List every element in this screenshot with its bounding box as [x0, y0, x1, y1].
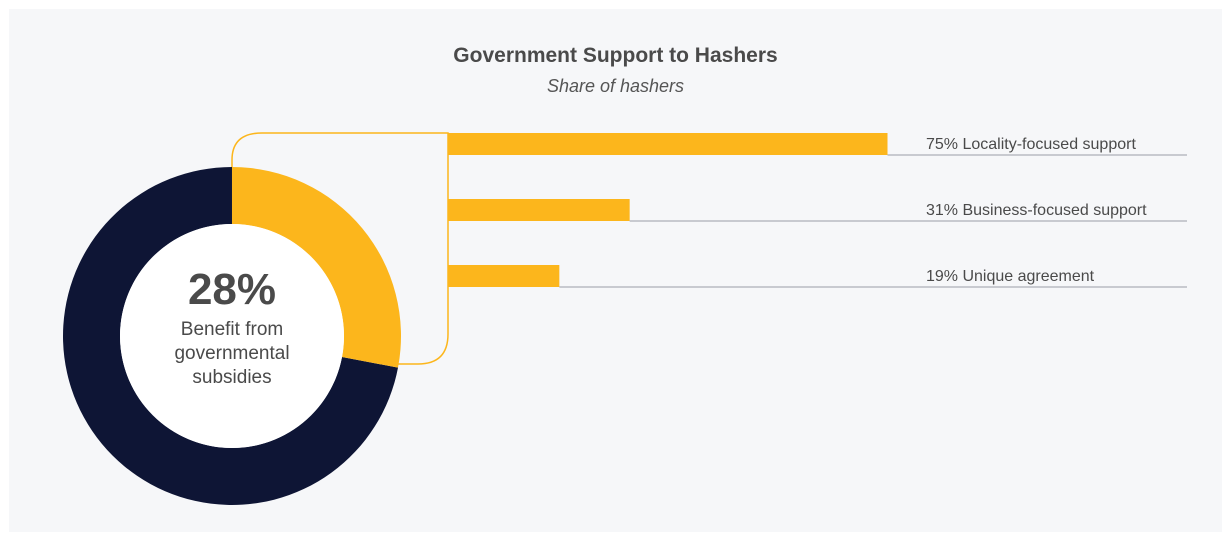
- donut-slice-rest: [63, 167, 399, 505]
- bar-label-1: 31% Business-focused support: [926, 202, 1147, 219]
- bar-0: [448, 133, 888, 155]
- chart-title: Government Support to Hashers: [453, 44, 778, 67]
- chart-subtitle: Share of hashers: [546, 76, 685, 96]
- donut-chart: [63, 167, 401, 505]
- donut-hole: [120, 224, 344, 448]
- bar-label-2: 19% Unique agreement: [926, 268, 1095, 285]
- bar-1: [448, 199, 630, 221]
- bar-2: [448, 265, 560, 287]
- bar-chart: 75% Locality-focused support 31% Business…: [448, 133, 1187, 288]
- donut-center-text: Benefit from governmental subsidies: [174, 319, 290, 388]
- bar-label-0: 75% Locality-focused support: [926, 136, 1136, 153]
- donut-slice-highlight: [232, 167, 401, 368]
- donut-center-value: 28%: [187, 265, 277, 314]
